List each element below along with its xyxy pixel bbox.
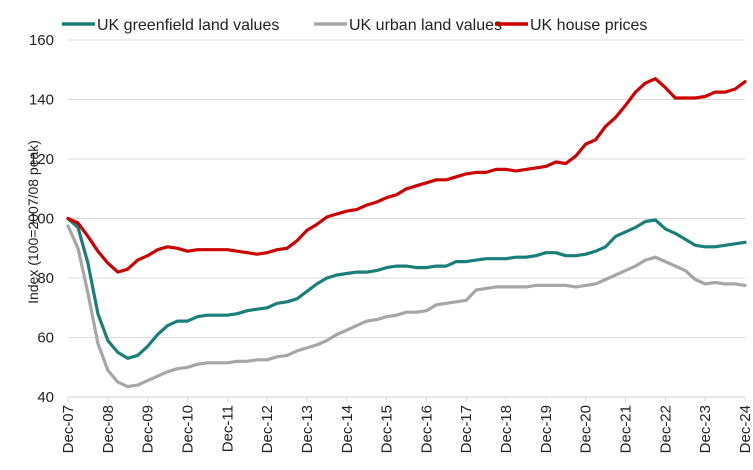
x-tick-label: Dec-15 (379, 405, 396, 453)
series-line-1 (66, 224, 747, 389)
series-line-2 (66, 77, 747, 274)
x-tick-label: Dec-17 (458, 405, 475, 453)
y-tick-label: 60 (37, 330, 54, 347)
x-tick-label: Dec-24 (737, 405, 753, 453)
x-tick-label: Dec-23 (697, 405, 714, 453)
x-tick-label: Dec-07 (60, 405, 77, 453)
y-tick-label: 140 (29, 92, 54, 109)
x-tick-label: Dec-08 (100, 405, 117, 453)
legend: UK greenfield land values UK urban land v… (62, 17, 647, 34)
series-line-0 (66, 216, 747, 360)
y-tick-labels: 40 60 80 100 120 140 160 (29, 32, 54, 406)
x-tick-label: Dec-12 (259, 405, 276, 453)
x-axis: Dec-07 Dec-08 Dec-09 Dec-10 Dec-11 Dec-12 Dec-… (60, 396, 753, 453)
y-tick-label: 120 (29, 151, 54, 168)
y-tick-label: 100 (29, 211, 54, 228)
x-tick-label: Dec-18 (498, 405, 515, 453)
x-tick-label: Dec-13 (299, 405, 316, 453)
legend-item: UK greenfield land values (62, 17, 279, 34)
x-tick-label: Dec-16 (418, 405, 435, 453)
legend-label: UK greenfield land values (97, 17, 279, 34)
legend-item: UK urban land values (314, 17, 502, 34)
legend-label: UK urban land values (349, 17, 502, 34)
x-tick-label: Dec-14 (339, 405, 356, 453)
x-tick-label: Dec-19 (538, 405, 555, 453)
x-tick-label: Dec-22 (657, 405, 674, 453)
series-lines (66, 77, 747, 389)
y-tick-label: 80 (37, 270, 54, 287)
x-tick-label: Dec-11 (219, 405, 236, 452)
y-tick-label: 40 (37, 389, 54, 406)
x-tick-label: Dec-09 (140, 405, 157, 453)
x-tick-label: Dec-21 (618, 405, 635, 453)
gridlines (68, 39, 745, 338)
legend-item: UK house prices (495, 17, 647, 34)
x-tick-label: Dec-20 (578, 405, 595, 453)
y-axis-title: Index (100=2007/08 peak) (25, 140, 41, 304)
legend-label: UK house prices (530, 17, 647, 34)
x-tick-label: Dec-10 (179, 405, 196, 453)
y-tick-label: 160 (29, 32, 54, 49)
